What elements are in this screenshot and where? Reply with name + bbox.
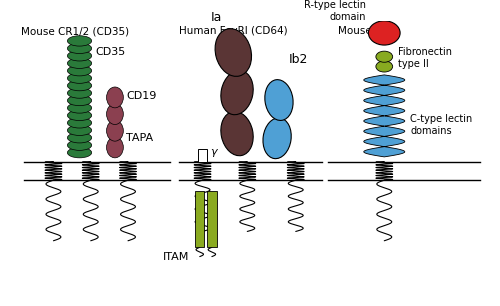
Ellipse shape [68, 103, 92, 113]
Text: TAPA: TAPA [126, 133, 154, 143]
Ellipse shape [106, 104, 124, 125]
Ellipse shape [68, 80, 92, 91]
Text: γ: γ [210, 147, 216, 157]
Ellipse shape [221, 70, 253, 115]
Text: Fibronectin
type II: Fibronectin type II [398, 47, 452, 69]
Ellipse shape [263, 118, 291, 159]
Ellipse shape [68, 147, 92, 158]
Ellipse shape [68, 73, 92, 83]
Text: Ib2: Ib2 [288, 53, 308, 65]
Text: Human FcγRI (CD64): Human FcγRI (CD64) [180, 26, 288, 36]
Text: C-type lectin
domains: C-type lectin domains [410, 114, 472, 136]
Ellipse shape [68, 58, 92, 69]
Text: Ia: Ia [211, 11, 222, 24]
Ellipse shape [68, 118, 92, 128]
Text: CD19: CD19 [126, 91, 156, 101]
Text: Mouse CR1/2 (CD35): Mouse CR1/2 (CD35) [21, 26, 129, 36]
Ellipse shape [68, 132, 92, 143]
Bar [198, 148, 207, 162]
Ellipse shape [265, 80, 293, 121]
Ellipse shape [68, 43, 92, 54]
Text: ITAM: ITAM [162, 252, 189, 262]
Ellipse shape [215, 29, 252, 76]
Ellipse shape [68, 36, 92, 46]
Polygon shape [364, 75, 405, 157]
Ellipse shape [68, 140, 92, 150]
Ellipse shape [68, 125, 92, 136]
Ellipse shape [68, 65, 92, 76]
Ellipse shape [68, 88, 92, 98]
Bar [207, 191, 216, 247]
Ellipse shape [106, 87, 124, 108]
Ellipse shape [376, 51, 392, 62]
Ellipse shape [368, 21, 400, 45]
Ellipse shape [68, 95, 92, 106]
Ellipse shape [68, 110, 92, 121]
Text: CD35: CD35 [96, 47, 126, 57]
Ellipse shape [68, 50, 92, 61]
Ellipse shape [106, 137, 124, 158]
Text: R-type lectin
domain: R-type lectin domain [304, 0, 366, 22]
Text: Mouse MR: Mouse MR [338, 26, 390, 36]
Ellipse shape [376, 61, 392, 72]
Bar [195, 191, 204, 247]
Ellipse shape [106, 120, 124, 141]
Ellipse shape [221, 111, 253, 156]
